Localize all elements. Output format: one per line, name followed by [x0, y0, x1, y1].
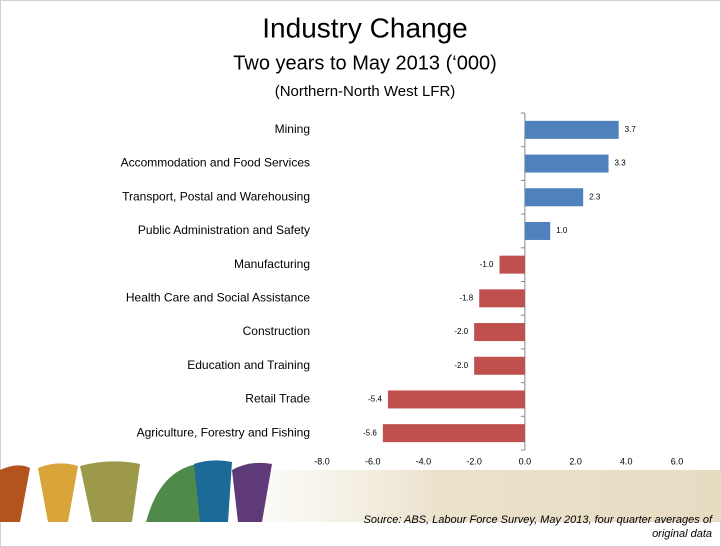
- bar: [525, 121, 619, 139]
- data-label: 3.3: [615, 159, 627, 168]
- y-tick-label: Health Care and Social Assistance: [126, 291, 310, 305]
- source-note: original data: [652, 528, 712, 540]
- bar: [474, 357, 525, 375]
- y-tick-label: Public Administration and Safety: [138, 223, 310, 237]
- chart-subtitle: Two years to May 2013 (‘000): [233, 52, 496, 74]
- y-tick-label: Education and Training: [187, 358, 310, 372]
- y-tick-label: Construction: [243, 324, 310, 338]
- y-tick-label: Transport, Postal and Warehousing: [122, 189, 310, 203]
- x-tick-label: -6.0: [365, 456, 381, 466]
- x-tick-label: 0.0: [519, 456, 532, 466]
- x-tick-label: 4.0: [620, 456, 633, 466]
- data-label: 2.3: [589, 192, 601, 201]
- data-label: 1.0: [556, 226, 568, 235]
- x-tick-label: -4.0: [416, 456, 432, 466]
- bar: [474, 323, 525, 341]
- y-tick-label: Accommodation and Food Services: [121, 156, 310, 170]
- bar: [525, 188, 583, 206]
- slide: Industry Change Two years to May 2013 (‘…: [0, 0, 721, 547]
- x-tick-label: -8.0: [314, 456, 330, 466]
- data-label: -5.6: [363, 428, 377, 437]
- bar: [388, 390, 525, 408]
- x-tick-label: 6.0: [671, 456, 684, 466]
- chart-title: Industry Change: [262, 12, 467, 43]
- y-tick-label: Mining: [275, 122, 310, 136]
- chart-subtitle: (Northern-North West LFR): [275, 83, 456, 100]
- x-tick-label: -2.0: [466, 456, 482, 466]
- bar: [525, 155, 609, 173]
- bar: [525, 222, 550, 240]
- bar: [383, 424, 525, 442]
- source-note: Source: ABS, Labour Force Survey, May 20…: [363, 514, 712, 526]
- y-tick-label: Manufacturing: [234, 257, 310, 271]
- bar: [479, 289, 525, 307]
- y-tick-label: Agriculture, Forestry and Fishing: [137, 425, 310, 439]
- data-label: -1.8: [459, 293, 473, 302]
- data-label: -1.0: [480, 260, 494, 269]
- data-label: -5.4: [368, 395, 382, 404]
- x-tick-label: 2.0: [569, 456, 582, 466]
- data-label: -2.0: [454, 327, 468, 336]
- data-label: -2.0: [454, 361, 468, 370]
- bar: [500, 256, 525, 274]
- data-label: 3.7: [625, 125, 637, 134]
- y-tick-label: Retail Trade: [245, 392, 310, 406]
